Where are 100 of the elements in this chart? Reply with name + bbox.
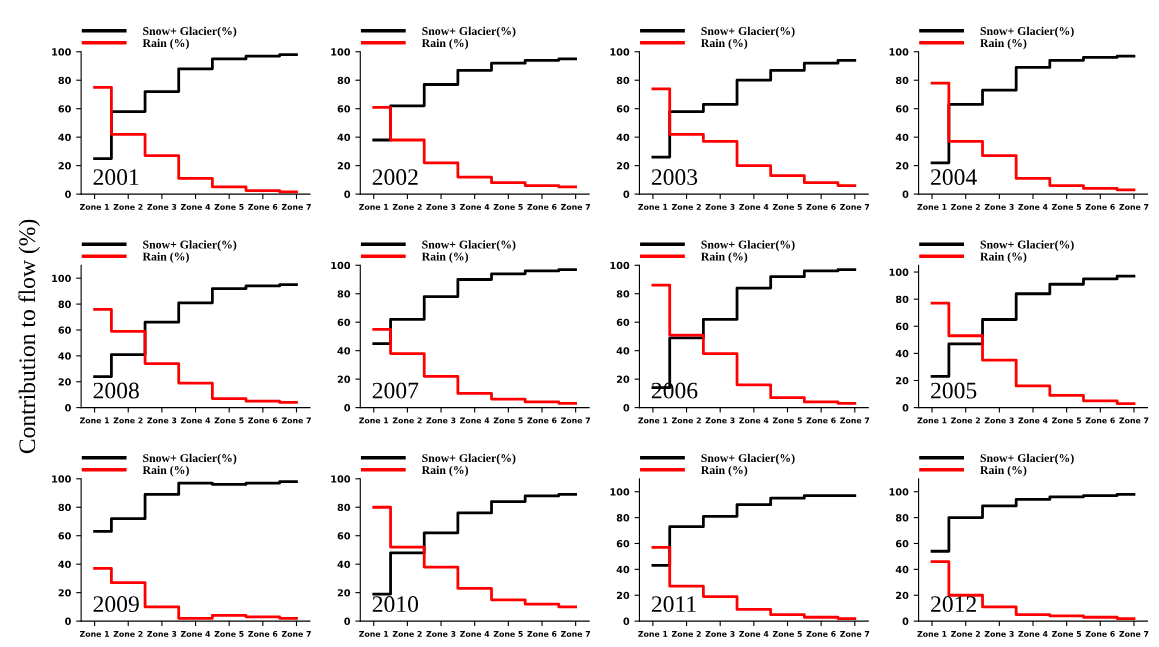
y-tick-label: 20 <box>896 376 909 385</box>
legend-label: Snow+ Glacier(%) <box>701 453 795 465</box>
y-tick-label: 40 <box>337 133 351 141</box>
legend-label: Snow+ Glacier(%) <box>980 453 1074 465</box>
y-tick-label: 80 <box>337 290 351 298</box>
y-tick-label: 40 <box>58 560 71 569</box>
y-axis-title: Contribution to flow (%) <box>18 219 40 454</box>
y-tick-label: 60 <box>337 105 351 113</box>
y-tick-label: 20 <box>616 162 630 170</box>
legend-label: Snow+ Glacier(%) <box>143 453 237 465</box>
y-tick-label: 80 <box>58 300 71 308</box>
y-tick-label: 0 <box>623 404 630 412</box>
legend-label: Snow+ Glacier(%) <box>422 26 516 38</box>
y-tick-label: 40 <box>337 347 351 355</box>
y-tick-label: 40 <box>616 133 630 141</box>
y-tick-label: 60 <box>616 105 630 113</box>
legend-label: Rain (%) <box>421 38 469 50</box>
legend-label: Rain (%) <box>701 38 748 50</box>
y-tick-label: 60 <box>895 539 909 548</box>
y-tick-label: 60 <box>337 318 351 327</box>
annotation: 2012 <box>931 596 976 613</box>
y-tick-label: 0 <box>902 617 909 625</box>
y-tick-label: 20 <box>337 589 351 597</box>
y-tick-label: 20 <box>58 162 71 170</box>
annotation: 2002 <box>372 169 418 186</box>
y-tick-label: 0 <box>623 617 630 625</box>
y-tick-label: 0 <box>902 190 909 198</box>
legend-label: Rain (%) <box>142 38 189 50</box>
y-tick-label: 40 <box>895 565 909 574</box>
annotation: 2001 <box>93 169 139 186</box>
legend-label: Snow+ Glacier(%) <box>422 453 516 465</box>
legend-label: Rain (%) <box>142 465 189 477</box>
legend-label: Rain (%) <box>980 465 1027 477</box>
y-tick-label: 40 <box>58 133 71 141</box>
legend-label: Snow+ Glacier(%) <box>143 26 237 38</box>
annotation: 2004 <box>931 169 977 186</box>
y-tick-label: 60 <box>337 532 351 540</box>
y-tick-label: 80 <box>616 290 630 298</box>
y-tick-label: 60 <box>58 532 71 540</box>
y-tick-label: 0 <box>902 404 909 412</box>
legend-label: Rain (%) <box>980 38 1027 50</box>
y-tick-label: 20 <box>337 375 351 383</box>
y-tick-label: 80 <box>337 76 351 85</box>
y-tick-label: 80 <box>337 503 351 512</box>
y-tick-label: 100 <box>889 48 909 56</box>
y-tick-label: 60 <box>58 326 71 334</box>
y-tick-label: 100 <box>610 261 630 270</box>
y-tick-label: 0 <box>344 404 351 412</box>
y-tick-label: 100 <box>610 48 630 56</box>
y-tick-label: 40 <box>337 560 351 569</box>
y-tick-label: 80 <box>58 76 71 85</box>
y-tick-label: 80 <box>895 514 909 522</box>
legend-label: Rain (%) <box>701 465 748 477</box>
y-tick-label: 0 <box>65 190 71 198</box>
annotation: 2005 <box>931 382 977 399</box>
y-tick-label: 0 <box>344 617 351 625</box>
annotation: 2006 <box>651 382 698 399</box>
y-tick-label: 20 <box>337 162 351 170</box>
y-tick-label: 40 <box>58 352 71 360</box>
annotation: 2011 <box>651 596 696 613</box>
y-tick-label: 100 <box>331 48 351 56</box>
y-tick-label: 20 <box>616 591 630 600</box>
y-tick-label: 100 <box>889 268 909 276</box>
y-tick-label: 20 <box>896 162 909 170</box>
y-tick-label: 100 <box>52 475 71 483</box>
y-tick-label: 0 <box>65 617 71 625</box>
y-tick-label: 100 <box>52 274 71 283</box>
y-tick-label: 80 <box>895 295 909 303</box>
y-tick-label: 20 <box>58 589 71 597</box>
legend-label: Rain (%) <box>421 465 469 477</box>
y-tick-label: 40 <box>616 565 630 574</box>
y-tick-label: 100 <box>331 261 351 270</box>
legend-label: Rain (%) <box>421 252 469 263</box>
y-tick-label: 100 <box>889 488 909 496</box>
y-tick-label: 60 <box>895 105 909 113</box>
y-tick-label: 60 <box>616 318 630 327</box>
y-tick-label: 20 <box>58 378 71 386</box>
annotation: 2003 <box>651 169 698 186</box>
annotation: 2007 <box>372 382 419 399</box>
annotation: 2010 <box>372 596 419 613</box>
y-tick-label: 80 <box>616 76 630 85</box>
y-tick-label: 20 <box>616 375 630 383</box>
y-tick-label: 0 <box>623 190 630 198</box>
legend-label: Rain (%) <box>980 252 1027 263</box>
legend-label: Snow+ Glacier(%) <box>422 240 516 251</box>
y-tick-label: 80 <box>58 503 71 512</box>
legend-label: Rain (%) <box>142 252 189 263</box>
y-tick-label: 80 <box>616 514 630 522</box>
y-tick-label: 80 <box>895 76 909 85</box>
legend-label: Snow+ Glacier(%) <box>143 240 237 251</box>
y-tick-label: 100 <box>52 48 71 56</box>
y-tick-label: 20 <box>896 591 909 600</box>
legend-label: Snow+ Glacier(%) <box>701 26 795 38</box>
y-tick-label: 100 <box>610 488 630 496</box>
legend-label: Rain (%) <box>701 252 748 263</box>
annotation: 2008 <box>93 382 139 399</box>
legend-label: Snow+ Glacier(%) <box>701 240 795 251</box>
y-tick-label: 0 <box>65 404 71 412</box>
legend-label: Snow+ Glacier(%) <box>980 26 1074 38</box>
y-tick-label: 60 <box>895 322 909 331</box>
